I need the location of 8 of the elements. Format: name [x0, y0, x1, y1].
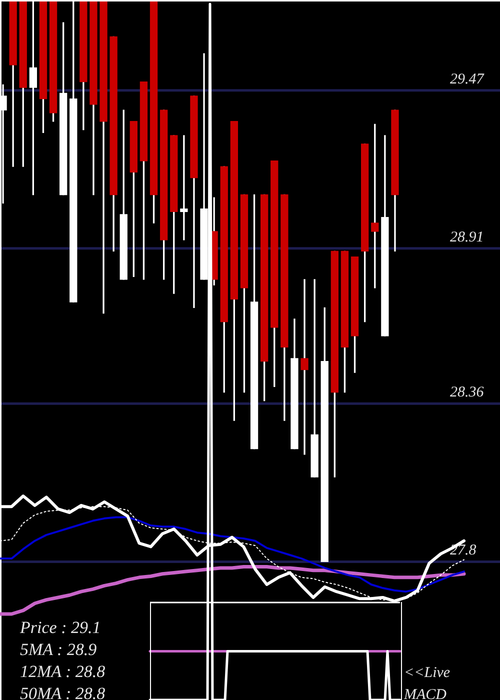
annotation: 5MA : 28.9	[20, 639, 98, 661]
annotation: Price : 29.1	[20, 617, 102, 639]
y-tick-label: 28.91	[450, 229, 484, 246]
annotation: 50MA : 28.8	[20, 683, 106, 700]
y-tick-label: 28.36	[450, 384, 484, 401]
y-tick-label: 29.47	[450, 71, 486, 88]
text: <<Live MACD	[404, 664, 450, 700]
annotation: 12MA : 28.8	[20, 661, 106, 683]
